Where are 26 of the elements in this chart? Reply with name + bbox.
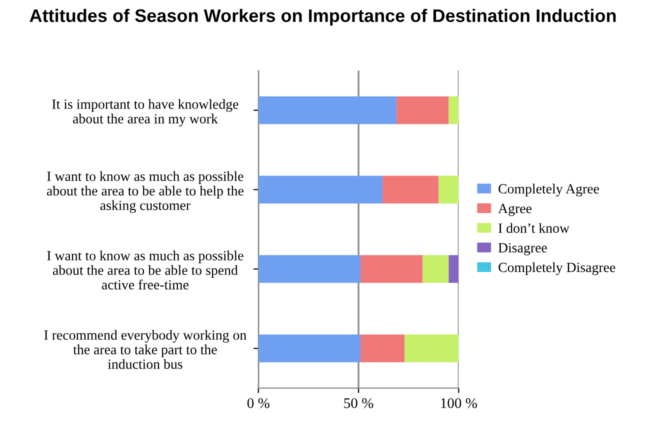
y-tick-label: I recommend everybody working on the area to take part to the induction bus: [44, 330, 246, 369]
x-tick-label: 50 %: [344, 398, 374, 408]
y-tick-label: I want to know as much as possible about the area to be able to spend active free-time: [47, 250, 244, 290]
bar: [360, 255, 423, 283]
bar: [382, 176, 439, 204]
bar: [258, 96, 397, 124]
bar: [448, 255, 459, 283]
bar: [438, 176, 459, 204]
legend-label: I don’t know: [498, 223, 570, 233]
bar: [258, 334, 361, 362]
x-tick-label: 0 %: [247, 398, 270, 408]
y-tick-label: It is important to have knowledge about the area in my work: [52, 99, 238, 126]
legend-label: Agree: [498, 204, 532, 216]
bar: [258, 176, 383, 204]
bar: [422, 255, 449, 283]
bar: [448, 96, 459, 124]
bar: [404, 334, 459, 362]
chart-title: Attitudes of Season Workers on Importance of Destination Induction: [30, 8, 616, 26]
y-tick-label: I want to know as much as possible about the area to be able to help the asking customer: [46, 171, 244, 213]
legend-label: Completely Agree: [498, 184, 599, 196]
legend-label: Completely Disagree: [498, 262, 616, 275]
bar: [360, 334, 405, 362]
x-tick-label: 100 %: [441, 398, 477, 408]
bar: [258, 255, 361, 283]
bar: [396, 96, 449, 124]
legend-label: Disagree: [498, 243, 547, 256]
